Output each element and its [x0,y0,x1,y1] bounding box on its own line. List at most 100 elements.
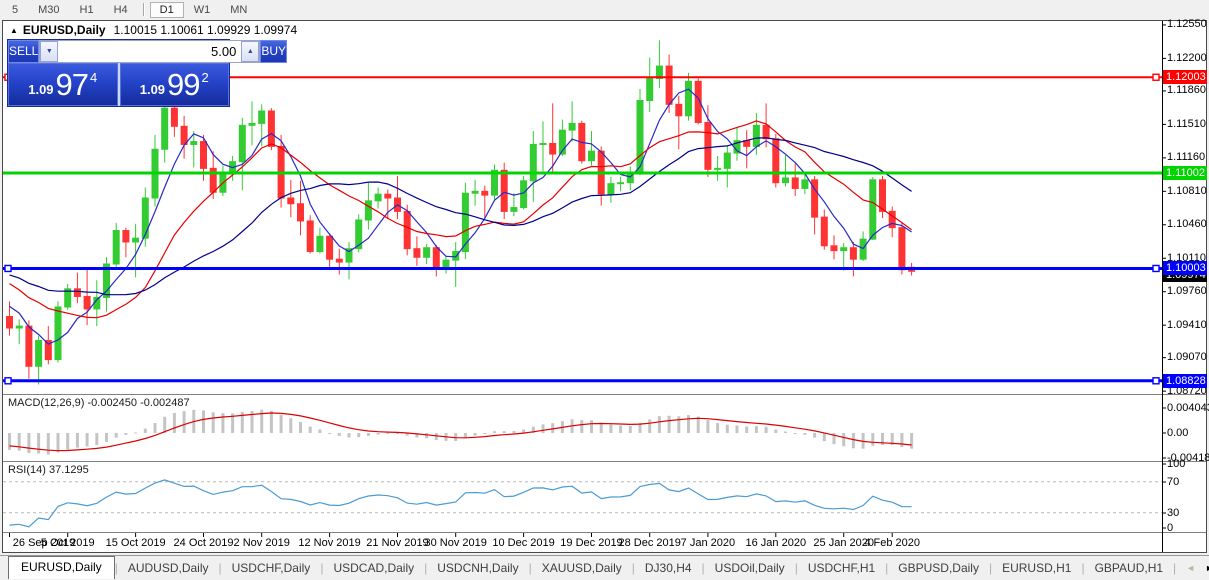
chart-tab-usdcnh-daily[interactable]: USDCNH,Daily [437,561,519,575]
volume-spinner: ▼ ▲ [39,40,261,63]
timeframe-button-h1[interactable]: H1 [79,3,94,16]
price-tick-label: 1.11860 [1167,84,1206,97]
hline-selection-marker [1152,264,1160,273]
date-label: 4 Feb 2020 [864,537,921,549]
timeframe-button-m30[interactable]: M30 [38,3,60,16]
price-tick-label: 1.09070 [1167,351,1207,364]
rsi-label: RSI(14) 37.1295 [8,464,89,476]
rsi-scale-label: 100 [1167,458,1186,470]
tab-separator: | [885,561,889,575]
price-tick-label: 1.12200 [1167,51,1207,64]
tab-scroll-left-button[interactable]: ◄ [1186,563,1195,573]
chart-tab-xauusd-daily[interactable]: XAUUSD,Daily [541,561,622,575]
tab-separator: | [701,561,705,575]
date-label: 21 Nov 2019 [366,537,429,549]
hline-selection-marker [1152,377,1160,385]
axis-layer [3,21,1206,552]
hline-price-badge: 1.11002 [1163,165,1207,180]
hline-selection-marker [4,264,12,273]
price-tick-label: 1.10810 [1167,184,1207,197]
chart-tab-gbpaud-h1[interactable]: GBPAUD,H1 [1094,561,1164,575]
tab-separator: | [1081,561,1085,575]
sell-price-prefix: 1.09 [28,82,54,97]
date-label: 12 Nov 2019 [298,537,361,549]
tab-separator: | [320,561,324,575]
date-label: 25 Jan 2020 [813,537,874,549]
chart-tab-dj30-h4[interactable]: DJ30,H4 [644,561,692,575]
hline-selection-marker [4,377,12,385]
chart-tab-usdchf-daily[interactable]: USDCHF,Daily [231,561,311,575]
buy-price-sup: 2 [201,70,209,85]
timeframe-button-mn[interactable]: MN [230,3,248,16]
price-tick-label: 1.10460 [1167,218,1207,231]
volume-input[interactable] [58,41,242,62]
timeframe-button-5[interactable]: 5 [12,3,19,16]
date-label: 15 Oct 2019 [105,537,166,549]
collapse-arrow-icon[interactable]: ▲ [10,26,18,35]
chart-tab-eurusd-h1[interactable]: EURUSD,H1 [1002,561,1072,575]
rsi-name: RSI(14) [8,464,46,476]
indicator-layer [3,409,1162,528]
chart-window [2,20,1207,553]
macd-scale-label: -0.004187 [1167,452,1209,464]
tab-separator: | [114,561,118,575]
price-tick-label: 1.09760 [1167,285,1207,298]
date-label: 28 Dec 2019 [618,537,681,549]
timeframe-button-w1[interactable]: W1 [193,3,211,16]
sell-price[interactable]: 1.09 97 4 [8,63,118,106]
date-label: 30 Nov 2019 [424,537,487,549]
ma-lines-layer [9,88,912,345]
hlines-layer [3,73,1162,385]
macd-label: MACD(12,26,9) -0.002450 -0.002487 [8,397,190,409]
tab-scroll-arrows: | ◄ ► [1173,561,1209,575]
price-divider [117,63,120,106]
symbol-label: EURUSD,Daily [22,23,106,37]
tab-separator: | [218,561,222,575]
date-label: 16 Jan 2020 [745,537,807,549]
arrow-left-icon: ◄ [1186,563,1196,573]
sell-button[interactable]: SELL [8,40,40,63]
timeframe-button-d1[interactable]: D1 [149,1,184,18]
macd-name: MACD(12,26,9) [8,397,85,409]
volume-increase-button[interactable]: ▲ [241,41,260,62]
rsi-scale-label: 0 [1167,522,1174,534]
price-chart-canvas[interactable] [0,0,1209,556]
hline-price-badge: 1.08828 [1163,373,1207,388]
macd-scale-label: 0.004043 [1167,402,1209,414]
chart-tab-usdchf-h1[interactable]: USDCHF,H1 [807,561,876,575]
tab-separator: | [988,561,993,575]
timeframe-toolbar: 5 M30 H1 H4 D1 W1 MN [0,0,1209,19]
macd-values: -0.002450 -0.002487 [87,397,190,409]
chart-title: ▲ EURUSD,Daily 1.10015 1.10061 1.09929 1.0… [10,23,297,37]
rsi-scale-label: 70 [1167,476,1180,488]
arrow-right-icon: ► [1205,563,1209,573]
hline-price-badge: 1.10003 [1163,261,1207,276]
rsi-value: 37.1295 [48,464,89,476]
buy-price[interactable]: 1.09 99 2 [119,63,229,106]
chart-tab-usdcad-daily[interactable]: USDCAD,Daily [333,561,415,575]
toolbar-separator [142,3,145,16]
chart-tab-audusd-daily[interactable]: AUDUSD,Daily [127,561,209,575]
timeframe-button-h4[interactable]: H4 [113,3,128,16]
price-tick-label: 1.11160 [1167,151,1206,164]
buy-price-big: 99 [167,66,200,102]
buy-button[interactable]: BUY [260,40,288,63]
macd-scale-label: 0.00 [1167,427,1189,439]
chart-tab-eurusd-daily[interactable]: EURUSD,Daily [8,555,115,579]
price-tick-label: 1.11510 [1167,117,1206,130]
tab-scroll-right-button[interactable]: ► [1205,563,1209,573]
date-label: 26 Sep 2019 [12,537,76,549]
hline-selection-marker [1152,73,1160,81]
chart-tab-usdoil-daily[interactable]: USDOil,Daily [714,561,785,575]
ohlc-values: 1.10015 1.10061 1.09929 1.09974 [113,23,298,37]
date-label: 19 Dec 2019 [560,537,623,549]
chart-tab-gbpusd-daily[interactable]: GBPUSD,Daily [898,561,979,575]
chevron-down-icon: ▼ [45,48,53,55]
sell-price-big: 97 [55,66,89,102]
rsi-scale-label: 30 [1167,507,1180,519]
buy-price-prefix: 1.09 [139,82,166,97]
chart-tabs: EURUSD,Daily | AUDUSD,Daily | USDCHF,Daily | U… [8,555,1173,579]
date-label: 24 Oct 2019 [173,537,234,549]
volume-decrease-button[interactable]: ▼ [40,41,59,62]
